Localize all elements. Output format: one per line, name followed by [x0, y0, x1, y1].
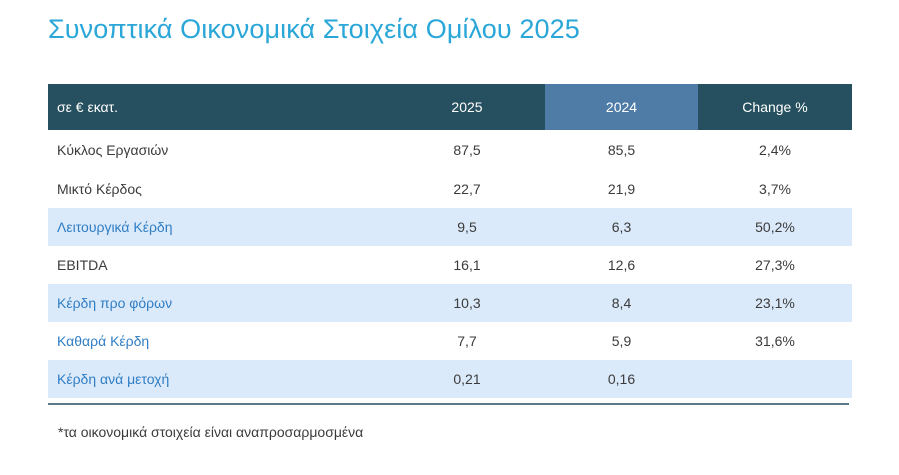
value-2024: 6,3	[611, 219, 632, 235]
page-title: Συνοπτικά Οικονομικά Στοιχεία Ομίλου 202…	[48, 14, 580, 44]
value-2024: 21,9	[607, 181, 636, 197]
table-row: Καθαρά Κέρδη 7,7 5,9 31,6%	[48, 322, 852, 360]
value-2025: 22,7	[453, 181, 481, 197]
table-row: Κέρδη ανά μετοχή 0,21 0,16	[48, 360, 852, 398]
table-row: Κύκλος Εργασιών 87,5 85,5 2,4%	[48, 130, 852, 170]
header-2024: 2024	[545, 84, 698, 130]
value-change	[698, 360, 852, 398]
value-change: 3,7%	[759, 181, 791, 197]
value-2024: 8,4	[611, 295, 632, 311]
header-2025: 2025	[451, 99, 483, 115]
value-2025: 16,1	[453, 257, 481, 273]
table-row: Λειτουργικά Κέρδη 9,5 6,3 50,2%	[48, 208, 852, 246]
value-change: 50,2%	[755, 219, 795, 235]
row-label: Κέρδη προ φόρων	[57, 295, 173, 311]
value-2025: 9,5	[457, 219, 477, 235]
value-2025: 7,7	[457, 333, 477, 349]
table-row: EBITDA 16,1 12,6 27,3%	[48, 246, 852, 284]
value-change: 31,6%	[755, 333, 795, 349]
table-header-row: σε € εκατ. 2025 2024 Change %	[48, 84, 852, 130]
table-row: Κέρδη προ φόρων 10,3 8,4 23,1%	[48, 284, 852, 322]
row-label: Καθαρά Κέρδη	[57, 333, 150, 349]
table-row: Μικτό Κέρδος 22,7 21,9 3,7%	[48, 170, 852, 208]
value-change: 23,1%	[755, 295, 795, 311]
financial-summary-table: σε € εκατ. 2025 2024 Change % Κύκλος Εργ…	[48, 84, 852, 398]
value-2024: 12,6	[607, 257, 636, 273]
table-bottom-rule	[48, 403, 849, 405]
row-label: Λειτουργικά Κέρδη	[57, 219, 173, 235]
row-label: EBITDA	[57, 257, 108, 273]
value-2024: 5,9	[611, 333, 632, 349]
row-label: Μικτό Κέρδος	[57, 181, 142, 197]
value-change: 2,4%	[759, 142, 791, 158]
value-2024: 0,16	[607, 371, 636, 387]
row-label: Κέρδη ανά μετοχή	[57, 371, 170, 387]
header-change: Change %	[742, 99, 808, 115]
value-change: 27,3%	[755, 257, 795, 273]
row-label: Κύκλος Εργασιών	[57, 142, 169, 158]
value-2025: 87,5	[453, 142, 481, 158]
value-2025: 10,3	[453, 295, 481, 311]
footnote: *τα οικονομικά στοιχεία είναι αναπροσαρμ…	[58, 424, 364, 440]
value-2024: 85,5	[607, 142, 636, 158]
header-unit: σε € εκατ.	[57, 99, 119, 115]
value-2025: 0,21	[453, 371, 481, 387]
